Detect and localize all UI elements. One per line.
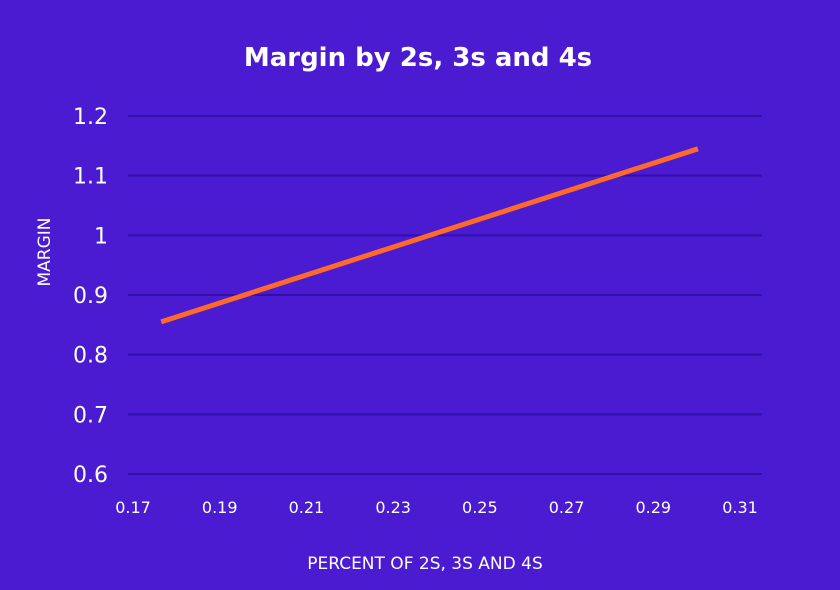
x-tick-label: 0.25	[462, 498, 498, 517]
x-tick-label: 0.17	[115, 498, 151, 517]
x-tick-label: 0.21	[289, 498, 325, 517]
x-tick-label: 0.31	[722, 498, 758, 517]
y-tick-label: 1.1	[73, 165, 108, 190]
y-axis-ticks: 1.2 1.1 1 0.9 0.8 0.7 0.6	[73, 105, 108, 488]
x-axis-label: PERCENT OF 2S, 3S AND 4S	[307, 554, 543, 574]
y-tick-label: 1	[94, 224, 108, 249]
x-tick-label: 0.19	[202, 498, 238, 517]
y-tick-label: 0.9	[73, 284, 108, 309]
y-axis-label: MARGIN	[35, 217, 55, 286]
series-group	[160, 146, 699, 325]
series-line	[160, 146, 699, 325]
grid-lines	[128, 115, 762, 475]
y-tick-label: 1.2	[73, 105, 108, 130]
x-tick-label: 0.27	[549, 498, 585, 517]
y-tick-label: 0.6	[73, 463, 108, 488]
x-tick-label: 0.23	[375, 498, 411, 517]
y-tick-label: 0.8	[73, 344, 108, 369]
x-axis-ticks: 0.17 0.19 0.21 0.23 0.25 0.27 0.29 0.31	[115, 498, 758, 517]
chart-title: Margin by 2s, 3s and 4s	[244, 43, 592, 73]
x-tick-label: 0.29	[635, 498, 671, 517]
y-tick-label: 0.7	[73, 403, 108, 428]
